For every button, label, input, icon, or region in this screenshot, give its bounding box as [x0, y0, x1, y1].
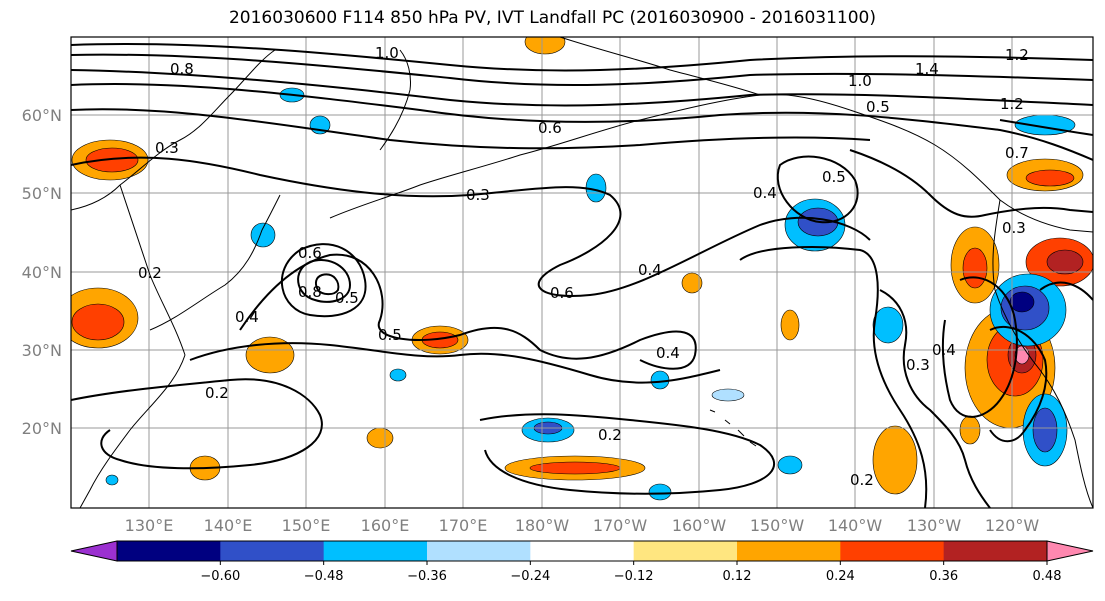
contour-label: 0.2 [850, 471, 874, 489]
lat-label: 30°N [22, 341, 62, 360]
lon-label: 120°W [985, 516, 1040, 535]
colorbar-tick-label: −0.24 [510, 569, 550, 584]
contour-label: 0.3 [155, 139, 179, 157]
lat-label: 40°N [22, 263, 62, 282]
closed-pv-contour [281, 243, 367, 318]
contour-label: 0.5 [378, 326, 402, 344]
contour-label: 0.5 [822, 168, 846, 186]
lon-label: 170°W [593, 516, 648, 535]
lon-label: 180°W [515, 516, 570, 535]
contour-label: 0.6 [298, 244, 322, 262]
contour-label: 0.4 [753, 184, 777, 202]
map-frame [70, 36, 1094, 509]
contour-label: 0.2 [598, 426, 622, 444]
contour-label: 1.4 [915, 60, 939, 78]
contour-label: 0.8 [298, 283, 322, 301]
latitude-labels: 60°N 50°N 40°N 30°N 20°N [22, 106, 62, 438]
colorbar-tick-label: 0.24 [826, 569, 855, 584]
contour-label: 0.6 [550, 284, 574, 302]
contour-label: 0.4 [932, 341, 956, 359]
contour-label: 1.2 [1000, 95, 1024, 113]
colorbar-frame [116, 540, 1048, 562]
colorbar-tick-label: 0.36 [929, 569, 958, 584]
colorbar-bin [633, 541, 738, 561]
japan-coastline [149, 194, 281, 331]
contour-label: 1.2 [1005, 46, 1029, 64]
colorbar-bin [427, 541, 531, 561]
closed-pv-contour [776, 155, 859, 224]
lon-label: 140°W [828, 516, 883, 535]
longitude-labels: 130°E 140°E 150°E 160°E 170°E 180°W 170°… [125, 516, 1040, 535]
contour-label: 0.4 [656, 344, 680, 362]
lat-label: 60°N [22, 106, 62, 125]
lon-label: 130°E [125, 516, 174, 535]
lon-label: 150°W [750, 516, 805, 535]
lon-label: 130°W [907, 516, 962, 535]
contour-label: 0.5 [335, 289, 359, 307]
contour-label: 0.6 [538, 119, 562, 137]
contour-labels: 0.8 1.0 0.3 0.6 0.3 0.2 0.6 0.5 0.8 0.4 … [138, 44, 1029, 489]
lat-label: 20°N [22, 419, 62, 438]
lon-label: 140°E [204, 516, 253, 535]
contour-label: 0.7 [1005, 144, 1029, 162]
pv-contours [71, 43, 1093, 508]
figure-title: 2016030600 F114 850 hPa PV, IVT Landfall… [228, 8, 876, 28]
colorbar-extend-max [1046, 540, 1094, 562]
contour-label: 0.2 [138, 264, 162, 282]
colorbar-tick-label: −0.12 [614, 569, 654, 584]
shaded-anomalies [71, 37, 1093, 501]
lon-label: 160°W [672, 516, 727, 535]
contour-label: 1.0 [848, 72, 872, 90]
hawaii-islands [709, 409, 757, 447]
lon-label: 170°E [439, 516, 488, 535]
lat-label: 50°N [22, 184, 62, 203]
contour-label: 0.4 [235, 308, 259, 326]
colorbar-tick-label: 0.48 [1033, 569, 1062, 584]
colorbar-bin [530, 541, 635, 561]
contour-label: 1.0 [375, 44, 399, 62]
contour-label: 0.3 [906, 356, 930, 374]
lon-label: 150°E [282, 516, 331, 535]
contour-label: 0.2 [205, 384, 229, 402]
map-area: 0.8 1.0 0.3 0.6 0.3 0.2 0.6 0.5 0.8 0.4 … [71, 37, 1093, 508]
colorbar-tick-label: −0.60 [200, 569, 240, 584]
contour-label: 0.5 [866, 98, 890, 116]
colorbar-bin [220, 541, 325, 561]
north-america-coastline [992, 199, 1093, 508]
colorbar-bin [943, 541, 1048, 561]
colorbar-extend-min [70, 540, 118, 562]
colorbar-bin [737, 541, 841, 561]
contour-label: 0.8 [170, 60, 194, 78]
colorbar-tick-label: −0.36 [407, 569, 447, 584]
contour-label: 0.4 [638, 261, 662, 279]
colorbar-bin [117, 541, 221, 561]
colorbar: −0.60 −0.48 −0.36 −0.24 −0.12 0.12 0.24 0.36 0.4… [70, 540, 1094, 584]
graticule [71, 37, 1093, 508]
contour-label: 0.3 [1002, 219, 1026, 237]
colorbar-tick-label: 0.12 [723, 569, 752, 584]
alaska-coastline [559, 37, 1093, 233]
colorbar-tick-label: −0.48 [304, 569, 344, 584]
colorbar-bin [840, 541, 945, 561]
colorbar-bin [323, 541, 428, 561]
lon-label: 160°E [361, 516, 410, 535]
contour-label: 0.3 [466, 186, 490, 204]
